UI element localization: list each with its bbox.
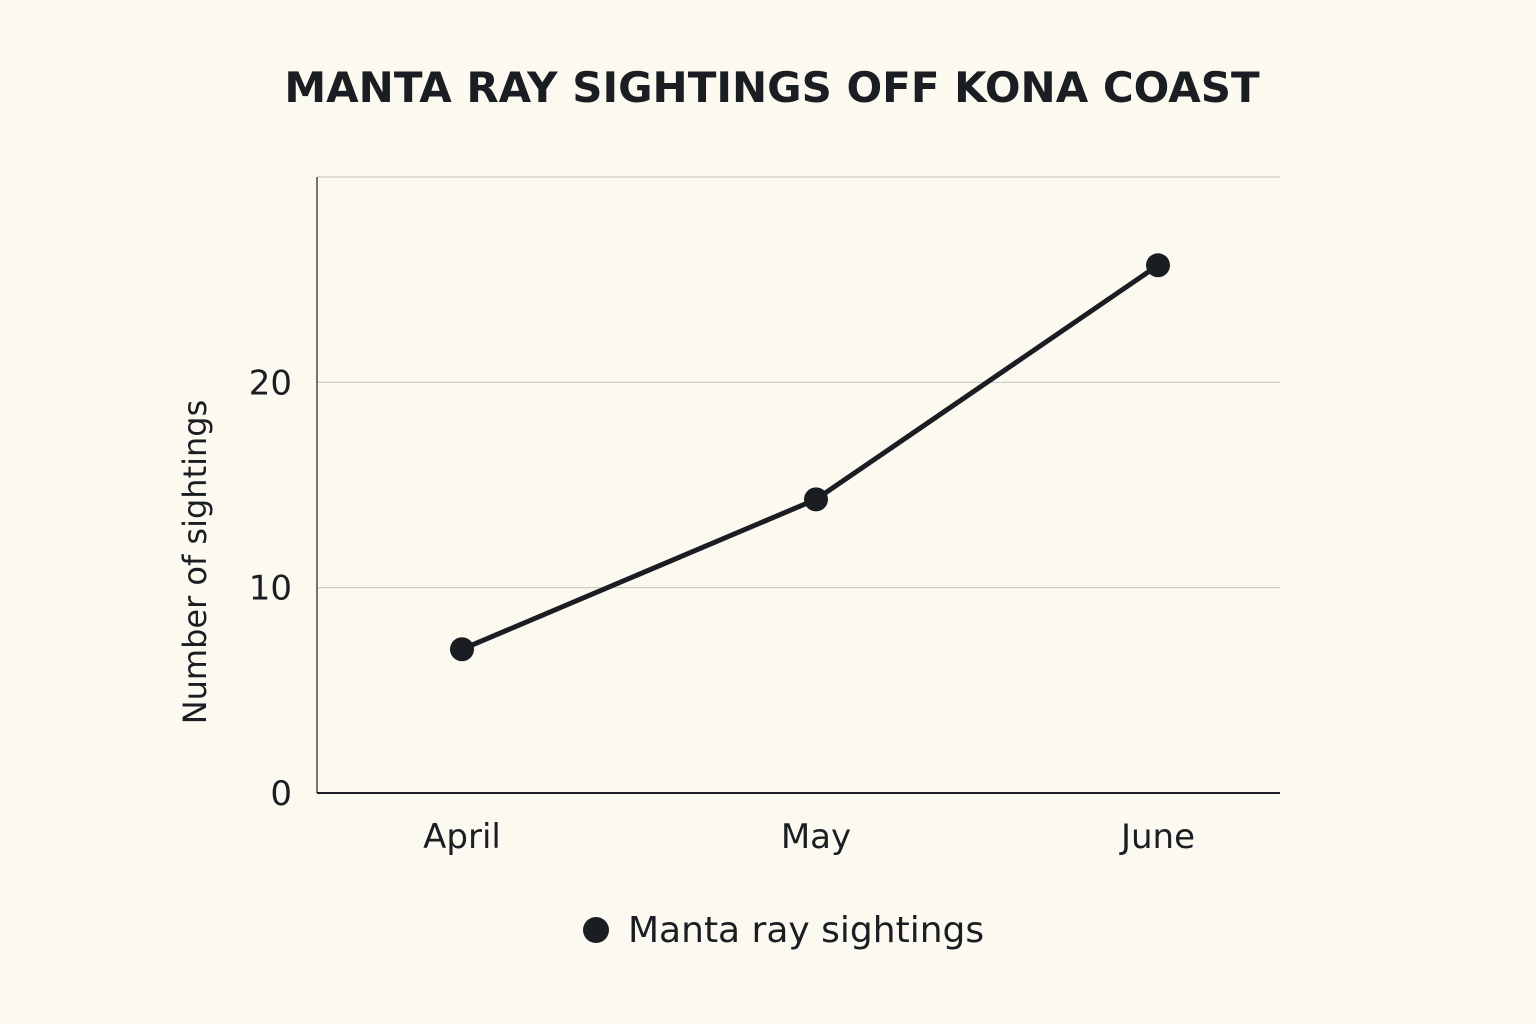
x-tick-label: April bbox=[423, 817, 501, 857]
x-tick-label: May bbox=[781, 817, 851, 857]
data-point bbox=[804, 487, 828, 512]
y-tick-labels: 0 10 20 bbox=[249, 363, 292, 814]
grid-lines bbox=[317, 176, 1280, 589]
legend: Manta ray sightings bbox=[583, 910, 984, 951]
data-point bbox=[1146, 253, 1170, 278]
data-point bbox=[450, 637, 474, 662]
y-axis-label: Number of sightings bbox=[176, 400, 214, 725]
series-layer bbox=[450, 253, 1170, 662]
y-tick-label: 20 bbox=[249, 363, 292, 403]
x-tick-label: June bbox=[1119, 817, 1195, 857]
x-tick-labels: April May June bbox=[423, 817, 1195, 857]
y-tick-label: 0 bbox=[270, 774, 292, 814]
legend-marker bbox=[583, 917, 609, 943]
series-line bbox=[459, 262, 1161, 652]
axes bbox=[316, 177, 1280, 794]
chart-title: MANTA RAY SIGHTINGS OFF KONA COAST bbox=[284, 63, 1260, 112]
legend-label: Manta ray sightings bbox=[628, 910, 984, 951]
y-tick-label: 10 bbox=[249, 569, 292, 609]
